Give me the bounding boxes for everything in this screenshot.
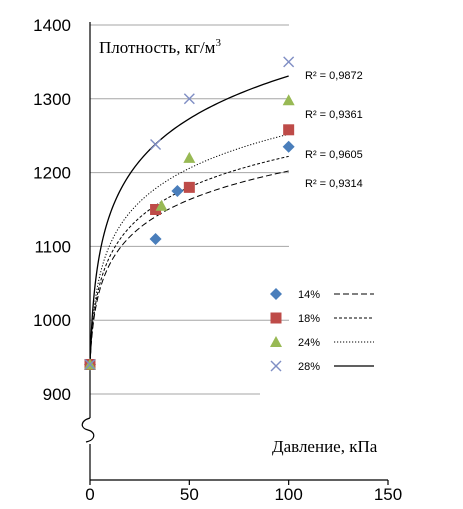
trendline-18% [89,155,289,365]
trendlines [89,75,289,365]
r-squared-labels: R² = 0,9314 R² = 0,9605 R² = 0,9361 R² = 0,… [305,70,363,190]
y-tick-label-1000: 1000 [33,311,71,330]
y-tick-label-1200: 1200 [33,164,71,183]
point-24%-1 [155,199,168,211]
legend: 14% 18% 24% 28% [270,288,374,373]
point-28%-1-stroke-b [150,139,162,151]
x-tick-label-100: 100 [274,485,302,504]
trendline-14% [89,170,289,365]
labels: Плотность, кг/м3 Давление, кПа [99,37,378,456]
x-tick-label-50: 50 [180,485,199,504]
point-14%-3 [282,140,295,153]
point-28%-1 [150,139,162,151]
legend-label-28%: 28% [298,361,320,373]
point-24%-2 [183,151,196,163]
y-tick-label-1300: 1300 [33,90,71,109]
point-18%-1 [150,204,162,215]
r2-label-14%: R² = 0,9314 [305,178,363,190]
y-axis-title-superscript: 3 [215,37,221,49]
point-14%-1 [149,233,162,246]
legend-marker-28% [270,360,282,372]
y-axis-title: Плотность, кг/м3 [99,37,221,57]
legend-marker-18% [270,312,282,324]
point-18%-2 [183,181,195,193]
data-points [84,56,295,371]
r2-label-18%: R² = 0,9605 [305,149,363,161]
x-tick-label-0: 0 [85,485,94,504]
point-24%-3 [282,94,295,106]
gridlines [90,24,289,395]
legend-marker-14% [270,288,282,300]
y-axis-title-text: Плотность, кг/м [99,38,216,57]
point-28%-2 [183,93,195,105]
x-axis-title: Давление, кПа [272,437,378,456]
point-28%-2-stroke-b [183,93,195,105]
legend-label-14%: 14% [298,289,320,301]
axes [81,22,388,481]
y-tick-label-1400: 1400 [33,16,71,35]
point-28%-3-stroke-b [283,56,295,68]
legend-label-18%: 18% [298,313,320,325]
r2-label-24%: R² = 0,9361 [305,109,363,121]
y-tick-label-1100: 1100 [34,237,71,256]
legend-marker-24% [270,336,282,347]
point-18%-3 [283,124,295,136]
trendline-24% [89,133,289,365]
y-tick-label-900: 900 [43,385,71,404]
x-tick-label-150: 150 [374,485,402,504]
trendline-28% [89,75,289,365]
point-28%-0 [84,358,96,370]
r2-label-28%: R² = 0,9872 [305,70,363,82]
tick-labels: 900 1000 1100 1200 1300 1400 0 50 100 150 [33,16,402,504]
legend-marker-28%-stroke-b [270,360,282,372]
point-28%-0-stroke-b [84,358,96,370]
point-14%-2 [171,185,184,198]
legend-label-24%: 24% [298,337,320,349]
point-28%-3 [283,56,295,68]
y-axis-break [81,417,95,443]
